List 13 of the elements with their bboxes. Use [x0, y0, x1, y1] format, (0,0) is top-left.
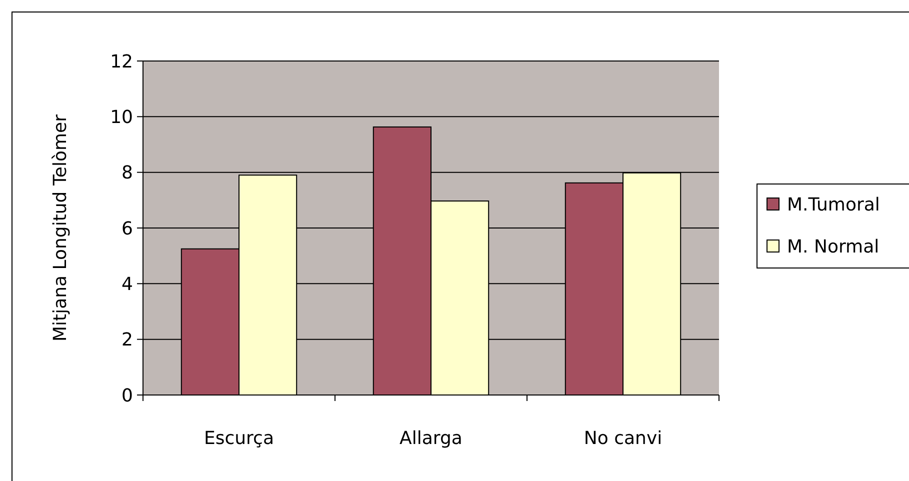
y-tick-label: 8 [122, 162, 133, 184]
y-tick-label: 4 [122, 274, 133, 295]
legend-label: M. Normal [787, 236, 880, 258]
x-tick-label: Allarga [400, 428, 462, 449]
y-tick-label: 12 [110, 51, 133, 72]
y-tick-label: 2 [122, 330, 133, 351]
y-tick-label: 6 [122, 218, 133, 240]
y-tick-label: 10 [110, 106, 133, 128]
legend-label: M.Tumoral [787, 194, 880, 216]
y-tick-label: 0 [122, 385, 133, 406]
x-tick-label: Escurça [204, 428, 274, 449]
x-tick-label: No canvi [584, 428, 662, 449]
y-axis-title: Mitjana Longitud Telòmer [50, 114, 71, 342]
